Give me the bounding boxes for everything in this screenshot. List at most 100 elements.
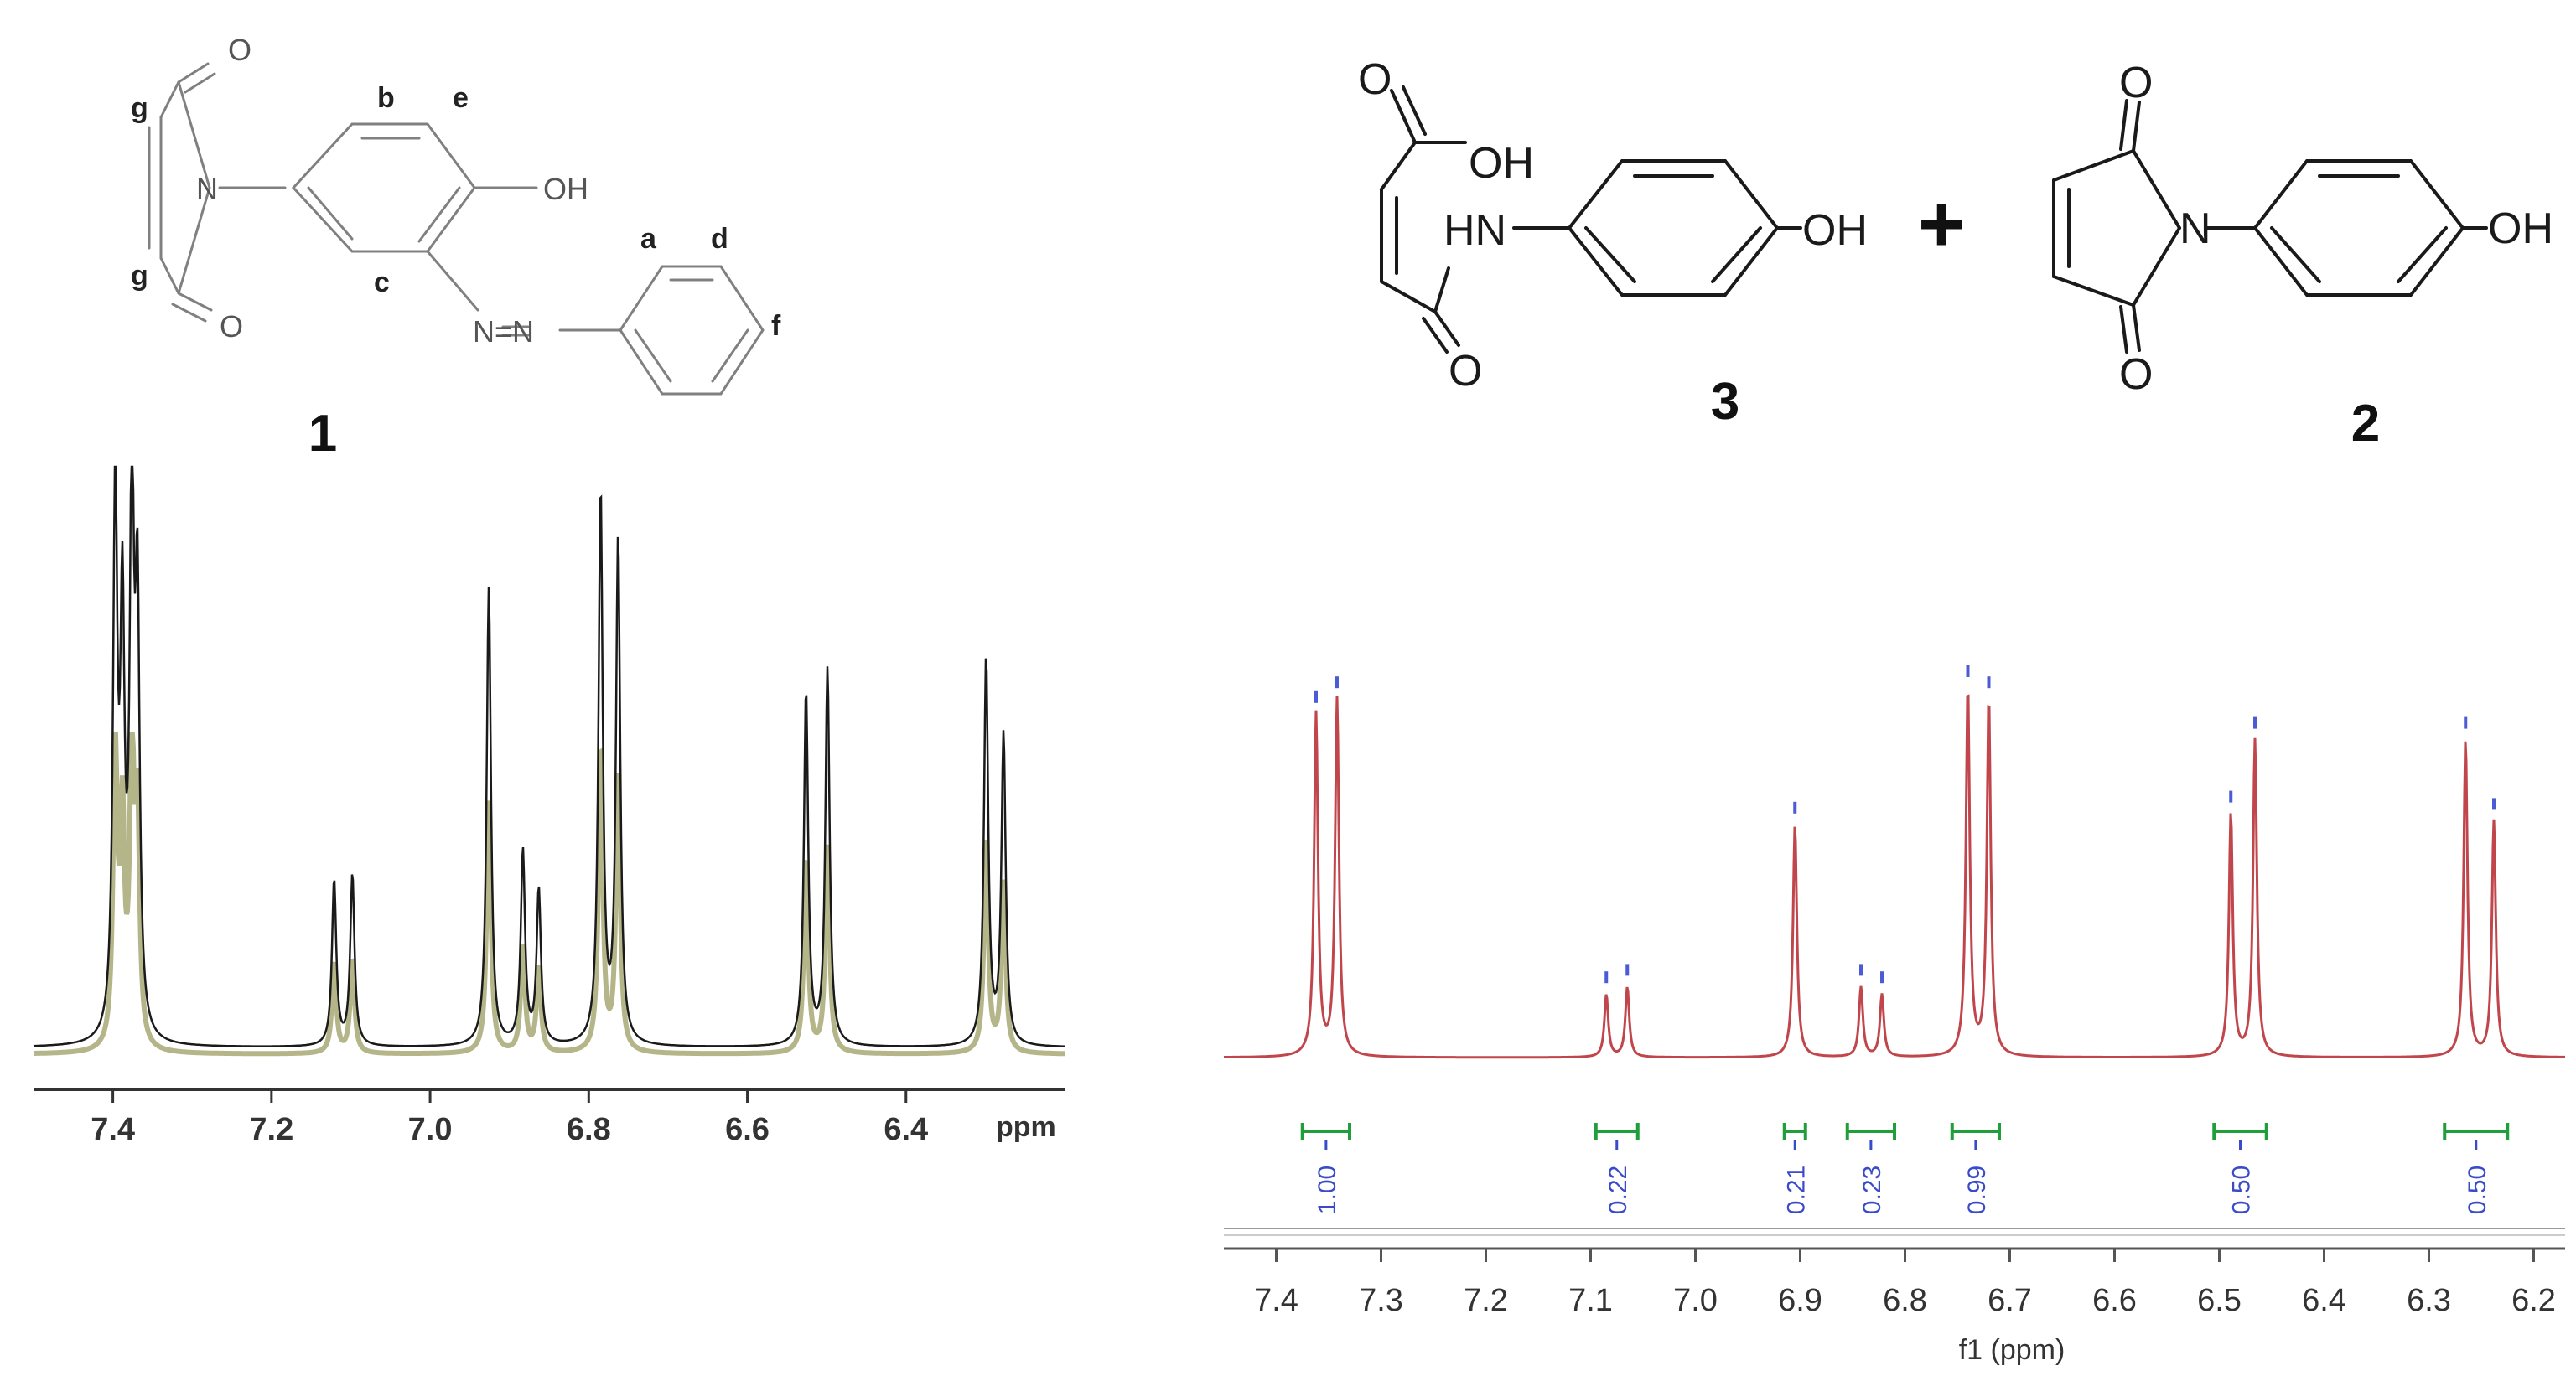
ring xyxy=(2252,159,2465,297)
integral-label: 0.22 xyxy=(1604,1166,1632,1214)
bond xyxy=(634,328,672,383)
spectrum-2-trace xyxy=(1224,694,2565,1059)
bond xyxy=(177,62,210,84)
integral-label: 0.99 xyxy=(1963,1166,1991,1214)
atom-label: O xyxy=(1358,55,1392,104)
integral-label: 0.21 xyxy=(1782,1166,1810,1214)
bond xyxy=(184,72,216,94)
tick-label: 6.8 xyxy=(1883,1283,1927,1318)
compound-number-2: 2 xyxy=(2351,395,2380,453)
integral-label: 0.50 xyxy=(2464,1166,2491,1214)
tick-label: 6.4 xyxy=(2302,1283,2346,1318)
position-label: a xyxy=(640,223,657,255)
bond xyxy=(177,292,213,312)
atom-label: HN xyxy=(1443,206,1506,255)
tick-label: 6.6 xyxy=(725,1112,770,1147)
bond xyxy=(2119,305,2128,354)
spectrum-2-axis-label: f1 (ppm) xyxy=(1959,1334,2065,1366)
bond xyxy=(2052,149,2135,182)
atom-label: N xyxy=(196,172,218,206)
bond xyxy=(177,80,211,189)
molecule-1-labels: O O N OH N=N xyxy=(196,33,588,349)
tick-label: 7.0 xyxy=(408,1112,453,1147)
bond xyxy=(171,303,207,323)
tick-label: 6.5 xyxy=(2197,1283,2242,1318)
atom-label: O xyxy=(2119,350,2153,399)
ring xyxy=(619,265,765,396)
integral-label: 1.00 xyxy=(1314,1166,1341,1214)
tick-label: 6.3 xyxy=(2407,1283,2451,1318)
bond xyxy=(711,328,749,383)
spectrum-1-trace xyxy=(33,465,1065,1047)
bond xyxy=(1584,226,1636,283)
spectrum-2: 1.00 0.22 0.21 0.23 0.99 0.50 0.50 7.4 7.3 7.2 7.… xyxy=(1224,665,2565,1366)
atom-label: OH xyxy=(543,172,588,206)
tick-label: 6.4 xyxy=(884,1112,928,1147)
tick-label: 6.9 xyxy=(1778,1283,1822,1318)
ring xyxy=(291,122,476,253)
tick-label: 6.2 xyxy=(2511,1283,2556,1318)
bond xyxy=(159,256,180,295)
compound-number-1: 1 xyxy=(308,405,337,463)
tick-label: 7.1 xyxy=(1568,1283,1613,1318)
tick-label: 6.6 xyxy=(2092,1283,2137,1318)
spectrum-1-axis-label: ppm xyxy=(996,1111,1056,1143)
bond xyxy=(1433,266,1450,313)
atom-label: O xyxy=(220,309,243,344)
tick-label: 6.8 xyxy=(567,1112,611,1147)
bond xyxy=(2052,275,2135,307)
bond xyxy=(1711,226,1762,283)
bond xyxy=(1390,89,1417,144)
integral-label: 0.23 xyxy=(1858,1166,1886,1214)
bond xyxy=(2132,101,2141,153)
bond xyxy=(417,186,461,243)
bond xyxy=(2132,303,2141,352)
bond xyxy=(2119,99,2128,151)
position-label: c xyxy=(374,266,390,298)
position-label: g xyxy=(131,260,148,292)
atom-label: N xyxy=(2179,204,2211,253)
bond xyxy=(426,250,479,312)
compound-number-3: 3 xyxy=(1711,373,1739,431)
bond xyxy=(2132,226,2181,307)
tick-label: 7.4 xyxy=(1254,1283,1298,1318)
molecule-2-labels: O N OH O xyxy=(2119,59,2553,399)
bond xyxy=(1380,280,1437,313)
position-label: f xyxy=(771,310,781,342)
tick-label: 7.2 xyxy=(249,1112,293,1147)
position-label: d xyxy=(711,223,728,255)
plus-sign: + xyxy=(1918,179,1965,269)
bond xyxy=(1433,310,1460,347)
atom-label: N=N xyxy=(473,314,534,349)
atom-label: O xyxy=(2119,59,2153,107)
bond xyxy=(159,80,180,119)
spectrum-2-integrals: 1.00 0.22 0.21 0.23 0.99 0.50 0.50 xyxy=(1300,1123,2510,1214)
atom-label: O xyxy=(1449,347,1482,396)
bond xyxy=(1422,317,1449,354)
atom-label: O xyxy=(228,33,251,67)
position-label: b xyxy=(377,82,395,114)
position-label: g xyxy=(131,92,148,124)
tick-label: 7.0 xyxy=(1673,1283,1718,1318)
spectrum-1: 7.4 7.2 7.0 6.8 6.6 6.4 ppm xyxy=(33,465,1065,1147)
bond xyxy=(2270,226,2321,283)
molecule-3 xyxy=(1380,85,1802,354)
spectrum-2-peak-markers xyxy=(1314,665,2496,984)
bond xyxy=(177,186,211,295)
tick-label: 7.4 xyxy=(91,1112,135,1147)
tick-label: 6.7 xyxy=(1988,1283,2032,1318)
molecule-1 xyxy=(148,62,765,396)
position-label: e xyxy=(453,82,469,114)
molecule-1-position-labels: g g b e c a d f xyxy=(131,82,781,342)
ring xyxy=(1567,159,1780,297)
atom-label: OH xyxy=(1469,139,1534,188)
tick-label: 7.3 xyxy=(1359,1283,1403,1318)
bond xyxy=(1402,85,1427,136)
tick-label: 7.2 xyxy=(1464,1283,1508,1318)
bond xyxy=(1380,141,1417,191)
atom-label: OH xyxy=(1802,206,1868,255)
bond xyxy=(307,186,354,241)
bond xyxy=(2397,226,2448,283)
molecule-3-labels: O OH HN OH O xyxy=(1358,55,1868,396)
integral-label: 0.50 xyxy=(2228,1166,2256,1214)
